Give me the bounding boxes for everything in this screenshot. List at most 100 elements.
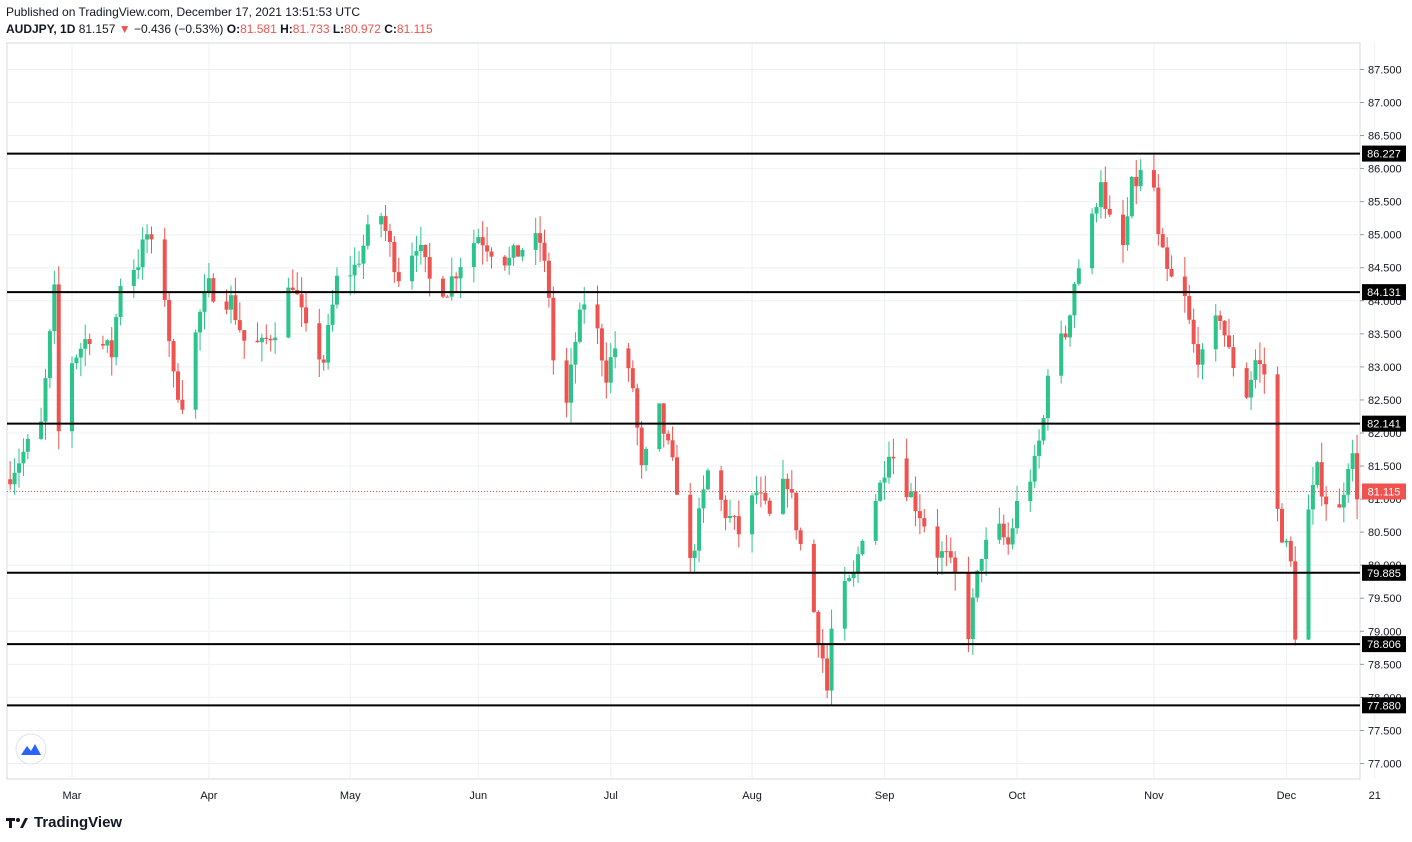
candle-body bbox=[1310, 484, 1315, 510]
candle-body bbox=[1059, 333, 1064, 376]
candle-body bbox=[379, 216, 384, 225]
candle-body bbox=[1200, 349, 1205, 365]
candle-body bbox=[842, 580, 847, 629]
candle-body bbox=[904, 458, 909, 498]
candle-body bbox=[485, 245, 490, 252]
candle-body bbox=[12, 472, 17, 485]
level-price-tag bbox=[1362, 697, 1406, 714]
x-tick-label: Aug bbox=[742, 790, 762, 802]
candle-body bbox=[100, 344, 105, 346]
candle-body bbox=[273, 337, 278, 341]
candle-body bbox=[228, 295, 233, 310]
candle-body bbox=[953, 557, 958, 574]
candle-body bbox=[458, 267, 463, 279]
candle-body bbox=[1165, 247, 1170, 269]
candle-body bbox=[471, 243, 476, 268]
candle-body bbox=[1262, 364, 1267, 375]
candle-body bbox=[8, 479, 13, 485]
candle-body bbox=[886, 456, 891, 478]
y-tick-label: 86.000 bbox=[1368, 164, 1402, 176]
candle-body bbox=[939, 551, 944, 558]
candle-body bbox=[551, 297, 556, 361]
tradingview-brand[interactable]: TradingView bbox=[6, 814, 122, 831]
candle-body bbox=[502, 256, 507, 266]
candle-body bbox=[599, 328, 604, 361]
y-tick-label: 79.500 bbox=[1368, 593, 1402, 605]
candle-body bbox=[198, 311, 203, 333]
candle-body bbox=[948, 551, 953, 558]
symbol-name[interactable]: AUDJPY, 1D bbox=[6, 22, 76, 36]
candle-body bbox=[829, 628, 834, 691]
candle-body bbox=[118, 285, 123, 317]
level-price-tag bbox=[1362, 415, 1406, 432]
candle-body bbox=[162, 239, 167, 300]
candle-body bbox=[661, 403, 666, 434]
candle-body bbox=[145, 234, 150, 240]
candle-body bbox=[326, 324, 331, 363]
candle-body bbox=[1032, 455, 1037, 482]
candle-body bbox=[657, 403, 662, 450]
x-tick-label: Nov bbox=[1144, 790, 1164, 802]
level-price-tag bbox=[1362, 564, 1406, 581]
candle-body bbox=[1068, 315, 1073, 338]
candle-body bbox=[516, 245, 521, 257]
candle-body bbox=[39, 421, 44, 439]
candle-body bbox=[1129, 176, 1134, 217]
candle-body bbox=[701, 489, 706, 509]
x-tick-label: May bbox=[340, 790, 361, 802]
candle-body bbox=[873, 500, 878, 541]
candle-body bbox=[1125, 216, 1130, 246]
candle-body bbox=[1319, 462, 1324, 497]
candle-body bbox=[935, 526, 940, 558]
brand-name: TradingView bbox=[34, 814, 123, 831]
candle-body bbox=[666, 433, 671, 441]
candle-body bbox=[970, 597, 975, 640]
candle-body bbox=[975, 570, 980, 598]
candle-body bbox=[1279, 508, 1284, 543]
published-caption: Published on TradingView.com, December 1… bbox=[6, 5, 360, 19]
candle-body bbox=[917, 511, 922, 519]
candle-body bbox=[334, 275, 339, 305]
level-price-label: 82.141 bbox=[1367, 419, 1401, 431]
candle-body bbox=[352, 264, 357, 276]
candle-body bbox=[564, 360, 569, 403]
candle-body bbox=[317, 323, 322, 360]
candle-body bbox=[882, 477, 887, 483]
candle-body bbox=[180, 399, 185, 410]
level-price-label: 77.880 bbox=[1367, 700, 1401, 712]
candle-body bbox=[1006, 537, 1011, 545]
low-value: 80.972 bbox=[344, 22, 381, 36]
candle-body bbox=[87, 339, 92, 345]
candle-body bbox=[1037, 440, 1042, 456]
tradingview-watermark-icon[interactable] bbox=[15, 733, 47, 765]
candle-body bbox=[1306, 509, 1311, 640]
candle-body bbox=[670, 440, 675, 458]
candle-body bbox=[1196, 344, 1201, 365]
candle-body bbox=[798, 530, 803, 544]
candle-body bbox=[692, 550, 697, 558]
last-price-tag bbox=[1362, 483, 1406, 500]
candle-body bbox=[171, 341, 176, 372]
candle-body bbox=[1045, 375, 1050, 419]
candle-body bbox=[1341, 494, 1346, 508]
candle-body bbox=[1098, 182, 1103, 208]
candle-body bbox=[582, 304, 587, 310]
candle-body bbox=[1103, 182, 1108, 209]
candle-body bbox=[785, 478, 790, 490]
candle-body bbox=[1355, 453, 1360, 500]
y-tick-label: 82.500 bbox=[1368, 395, 1402, 407]
candle-body bbox=[304, 307, 309, 324]
last-price-label: 81.115 bbox=[1368, 486, 1401, 498]
level-price-tag bbox=[1362, 636, 1406, 653]
candle-body bbox=[224, 301, 229, 310]
candle-body bbox=[321, 359, 326, 363]
candle-body bbox=[1107, 208, 1112, 215]
candle-body bbox=[639, 427, 644, 466]
candle-body bbox=[1253, 360, 1258, 380]
candle-body bbox=[825, 658, 830, 691]
candle-body bbox=[533, 233, 538, 250]
candle-body bbox=[114, 316, 119, 358]
candle-body bbox=[242, 330, 247, 341]
symbol-header: AUDJPY, 1D 81.157 ▼ −0.436 (−0.53%) O:81… bbox=[6, 22, 433, 36]
